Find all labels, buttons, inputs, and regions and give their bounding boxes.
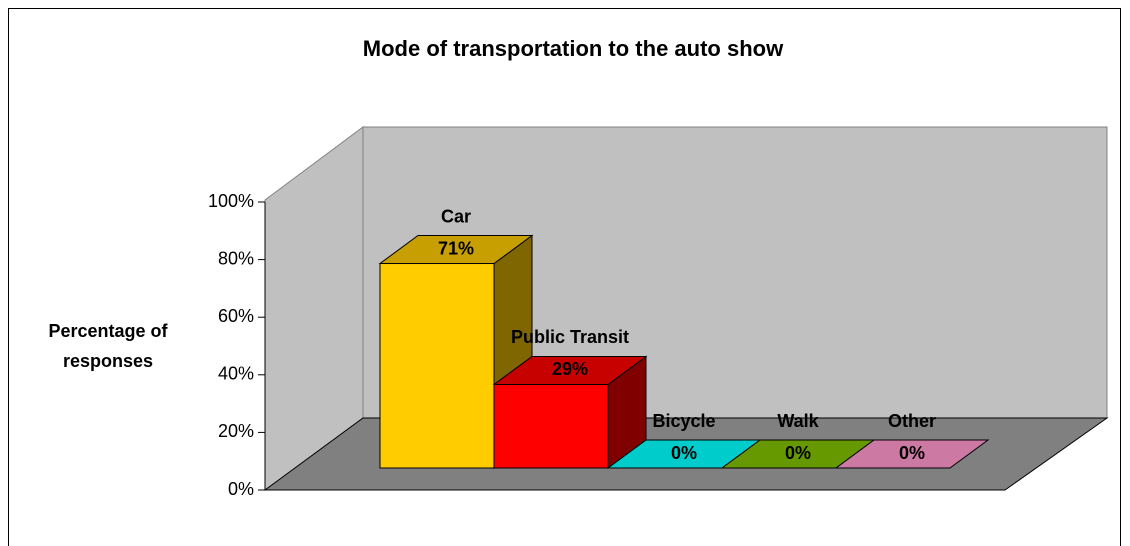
bar-top <box>492 355 648 385</box>
value-label: 29% <box>552 359 588 379</box>
value-label: 0% <box>899 443 925 463</box>
category-label: Other <box>888 411 936 431</box>
value-label: 71% <box>438 238 474 258</box>
chart-title: Mode of transportation to the auto show <box>363 36 784 61</box>
category-label: Walk <box>777 411 819 431</box>
category-label: Public Transit <box>511 327 629 347</box>
y-tick-label: 60% <box>218 306 254 326</box>
y-axis-label: Percentage of responses <box>48 321 168 371</box>
y-tick-label: 0% <box>228 479 254 499</box>
bar-front <box>379 263 495 469</box>
bar-front <box>493 383 609 469</box>
y-tick-label: 20% <box>218 421 254 441</box>
category-label: Bicycle <box>652 411 715 431</box>
bar-top <box>834 439 990 469</box>
bar-top <box>378 235 534 265</box>
y-tick-label: 40% <box>218 364 254 384</box>
value-label: 0% <box>671 443 697 463</box>
category-label: Car <box>441 206 471 226</box>
y-tick-label: 100% <box>208 191 254 211</box>
y-tick-label: 80% <box>218 248 254 268</box>
value-label: 0% <box>785 443 811 463</box>
